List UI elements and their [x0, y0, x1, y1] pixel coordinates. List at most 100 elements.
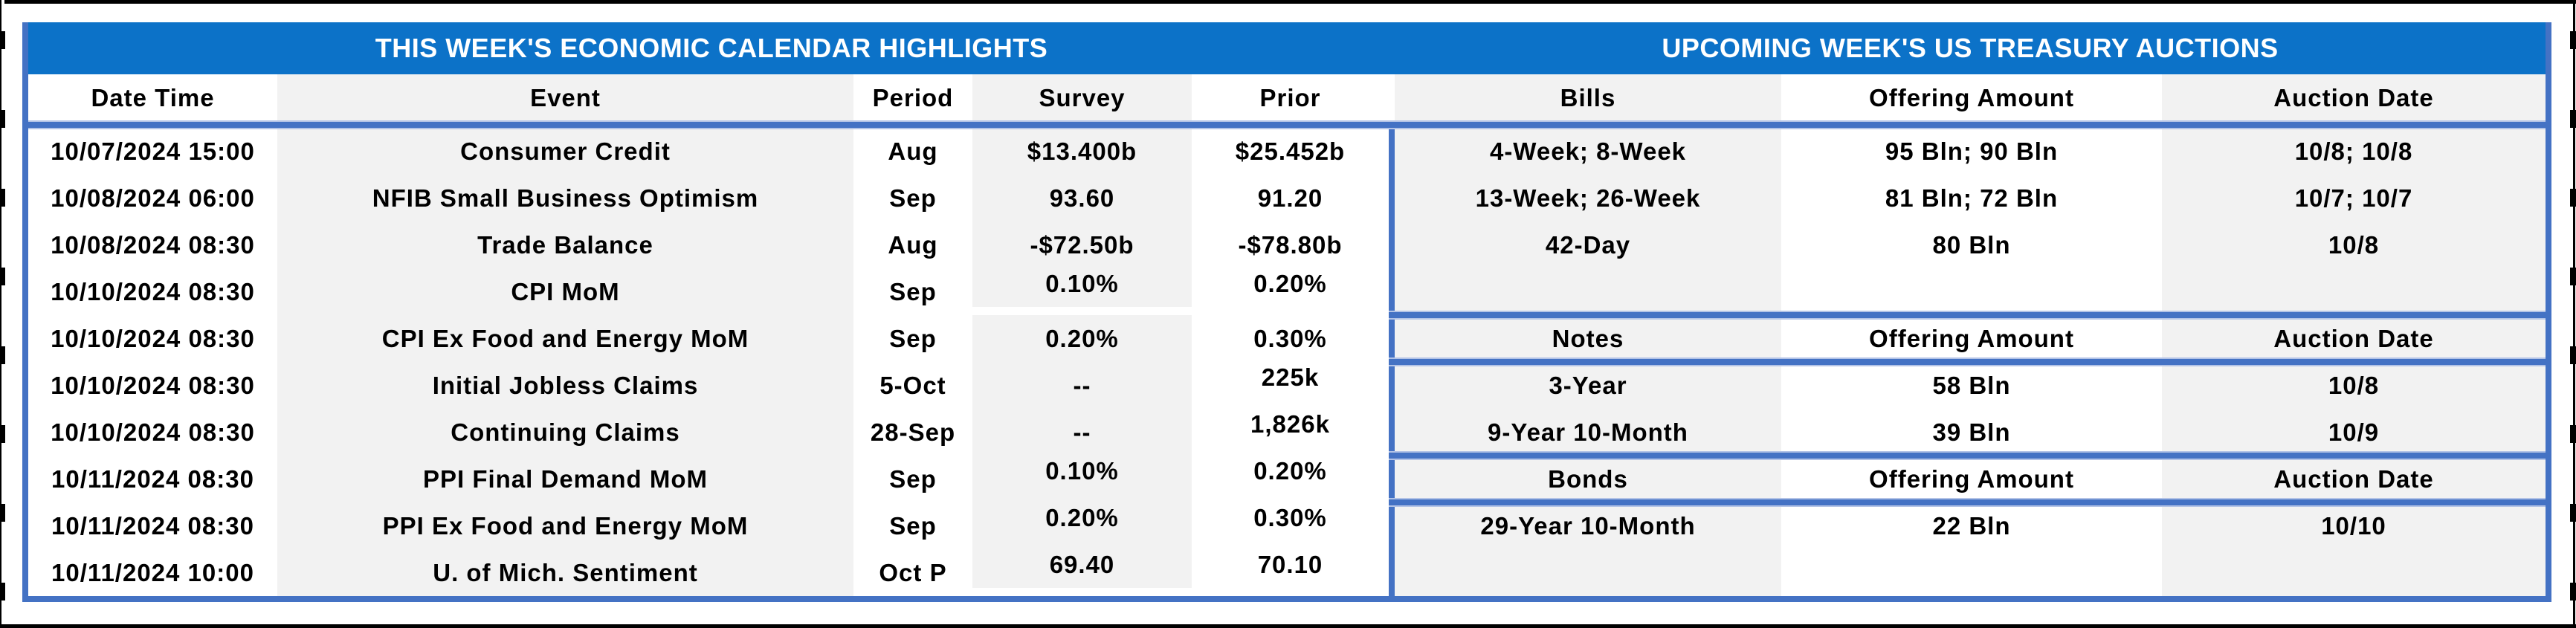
cell-date-time: 10/10/2024 08:30 [28, 362, 277, 409]
window-edge-bottom [0, 624, 2576, 628]
cell-event: Trade Balance [277, 221, 853, 268]
cell-offering-amount: 80 Bln [1781, 221, 2162, 268]
cell-event: U. of Mich. Sentiment [277, 549, 853, 596]
cell-period: Aug [853, 128, 972, 175]
bills-section-bottom-line [1389, 312, 2546, 318]
window-edge-tick [0, 504, 5, 522]
cell-auction-date [2162, 549, 2546, 596]
window-edge-tick [2570, 583, 2576, 601]
panel-divider-line [1389, 221, 1395, 268]
cell-date-time: 10/11/2024 08:30 [28, 502, 277, 549]
column-header-date: Date Time [28, 74, 277, 122]
cell-event: PPI Final Demand MoM [277, 456, 853, 502]
window-edge-tick [2570, 110, 2576, 128]
window-edge-tick [0, 346, 5, 364]
window-edge-tick [2570, 268, 2576, 285]
cell-security [1395, 268, 1781, 315]
window-edge-left [0, 0, 1, 628]
cell-event: Consumer Credit [277, 128, 853, 175]
column-header-prior: Prior [1192, 74, 1389, 122]
panel-divider-line [1389, 268, 1395, 315]
cell-period: Sep [853, 175, 972, 221]
table-body: 10/07/2024 15:00 Consumer Credit Aug $13.40… [28, 128, 2546, 596]
cell-date-time: 10/08/2024 06:00 [28, 175, 277, 221]
window-edge-tick [0, 583, 5, 601]
cell-auction-date: 10/9 [2162, 409, 2546, 456]
table-row: 10/07/2024 15:00 Consumer Credit Aug $13.40… [28, 128, 2546, 175]
panel-divider-line [1389, 549, 1395, 596]
cell-offering-amount [1781, 268, 2162, 315]
table-row: 10/11/2024 10:00 U. of Mich. Sentiment Oct… [28, 541, 2546, 596]
cell-security: 4-Week; 8-Week [1395, 128, 1781, 175]
panel-divider-line [1389, 502, 1395, 549]
panel-divider-line [1389, 128, 1395, 175]
window-edge-tick [0, 110, 5, 128]
section-header-auction-date: Auction Date [2162, 456, 2546, 502]
cell-survey: 0.20% [972, 494, 1192, 541]
cell-offering-amount: 58 Bln [1781, 362, 2162, 409]
cell-event: Continuing Claims [277, 409, 853, 456]
cell-survey: $13.400b [972, 128, 1192, 175]
window-edge-tick [2570, 425, 2576, 443]
cell-security: 13-Week; 26-Week [1395, 175, 1781, 221]
cell-offering-amount [1781, 549, 2162, 596]
notes-section-bottom-line [1389, 453, 2546, 459]
column-header-period: Period [853, 74, 972, 122]
column-header-row: Date Time Event Period Survey Prior Bills Offe… [28, 74, 2546, 122]
cell-auction-date [2162, 268, 2546, 315]
cell-offering-amount: 22 Bln [1781, 502, 2162, 549]
cell-period: Oct P [853, 549, 972, 596]
cell-date-time: 10/11/2024 10:00 [28, 549, 277, 596]
cell-event: PPI Ex Food and Energy MoM [277, 502, 853, 549]
window-edge-tick [0, 268, 5, 285]
cell-date-time: 10/10/2024 08:30 [28, 315, 277, 362]
section-header-offering-amount: Offering Amount [1781, 456, 2162, 502]
cell-date-time: 10/08/2024 08:30 [28, 221, 277, 268]
panel-divider-line [1389, 175, 1395, 221]
cell-period: 5-Oct [853, 362, 972, 409]
cell-survey: 0.10% [972, 260, 1192, 307]
cell-prior: 0.20% [1192, 260, 1389, 307]
cell-security: 9-Year 10-Month [1395, 409, 1781, 456]
section-header-auction-date: Auction Date [2162, 315, 2546, 362]
section-header-security-type: Notes [1395, 315, 1781, 362]
cell-security: 42-Day [1395, 221, 1781, 268]
cell-survey: 0.20% [972, 315, 1192, 362]
window-edge-tick [2570, 346, 2576, 364]
table-row: 10/11/2024 08:30 PPI Final Demand MoM Sep 0… [28, 447, 2546, 502]
cell-survey: 69.40 [972, 541, 1192, 588]
economic-calendar-title: THIS WEEK'S ECONOMIC CALENDAR HIGHLIGHTS [375, 33, 1048, 63]
cell-offering-amount: 39 Bln [1781, 409, 2162, 456]
panel-divider-line [1389, 409, 1395, 456]
cell-period: Sep [853, 502, 972, 549]
cell-event: NFIB Small Business Optimism [277, 175, 853, 221]
window-edge-tick [0, 425, 5, 443]
panel-divider-line [1389, 456, 1395, 502]
cell-offering-amount: 81 Bln; 72 Bln [1781, 175, 2162, 221]
cell-date-time: 10/10/2024 08:30 [28, 268, 277, 315]
cell-event: CPI Ex Food and Energy MoM [277, 315, 853, 362]
column-header-bills: Bills [1395, 74, 1781, 122]
cell-auction-date: 10/8 [2162, 362, 2546, 409]
window-edge-tick [0, 31, 5, 49]
cell-security [1395, 549, 1781, 596]
panel-divider-line [1389, 315, 1395, 362]
cell-auction-date: 10/8; 10/8 [2162, 128, 2546, 175]
bonds-header-bottom-line [1389, 499, 2546, 505]
window-edge-tick [2570, 31, 2576, 49]
cell-period: Sep [853, 315, 972, 362]
column-header-event: Event [277, 74, 853, 122]
window-edge-top [4, 0, 2576, 4]
cell-date-time: 10/11/2024 08:30 [28, 456, 277, 502]
section-header-security-type: Bonds [1395, 456, 1781, 502]
cell-period: Sep [853, 268, 972, 315]
cell-security: 29-Year 10-Month [1395, 502, 1781, 549]
header-separator-line [28, 122, 2546, 128]
cell-prior: $25.452b [1192, 128, 1389, 175]
panel-divider-header-slot [1389, 74, 1395, 122]
cell-prior: 225k [1192, 354, 1389, 401]
table-row: 10/10/2024 08:30 CPI Ex Food and Energy M… [28, 315, 2546, 362]
table-row: 10/10/2024 08:30 Initial Jobless Claims 5-… [28, 354, 2546, 409]
column-header-offering-amount: Offering Amount [1781, 74, 2162, 122]
